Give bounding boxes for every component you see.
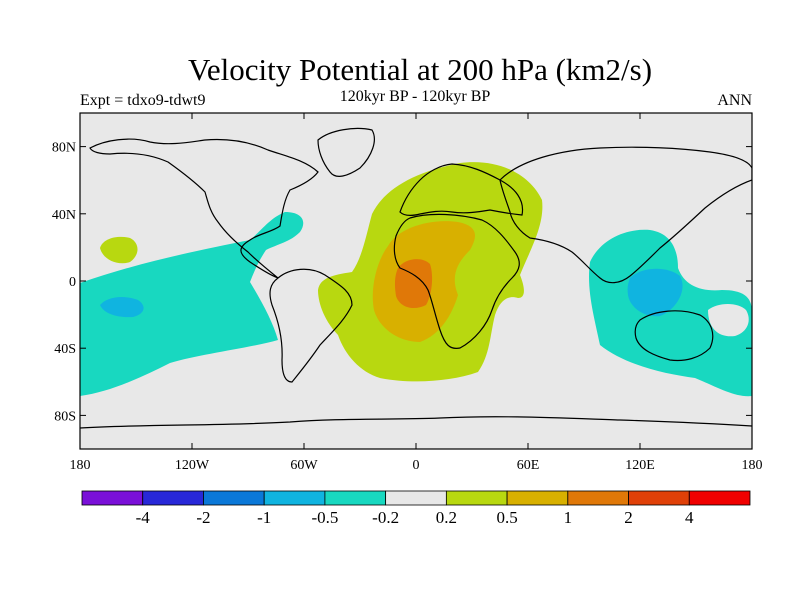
colorbar-label: 4	[685, 508, 694, 527]
contour-neutral-hole	[708, 304, 749, 337]
colorbar-swatch	[203, 490, 265, 506]
colorbar-swatch	[142, 490, 204, 506]
colorbar-label: -4	[136, 508, 151, 527]
coast-greenland	[317, 127, 375, 177]
lat-tick-label: 40N	[52, 208, 76, 223]
colorbar-swatch	[324, 490, 387, 506]
plot-title: Velocity Potential at 200 hPa (km2/s)	[187, 52, 653, 87]
lat-tick-label: 80N	[52, 141, 76, 156]
contour-negative-indopacific	[589, 229, 752, 397]
colorbar-label: -2	[196, 508, 210, 527]
coast-europe	[399, 163, 524, 216]
colorbar: -4 -2 -1 -0.5 -0.2 0.2 0.5 1 2 4	[81, 490, 751, 527]
axis-ticks: 80N 40N 0 40S 80S 180 120W 60W 0 60E 120E 180	[52, 113, 763, 473]
lon-tick-label: 0	[413, 458, 420, 473]
colorbar-swatch	[506, 490, 569, 506]
colorbar-swatch	[385, 490, 447, 506]
lon-tick-label: 180	[70, 458, 91, 473]
colorbar-label: 2	[624, 508, 633, 527]
contour-negative-pacific-core	[100, 297, 144, 318]
colorbar-label: 0.5	[496, 508, 517, 527]
colorbar-label: -1	[257, 508, 271, 527]
contour-positive-pacific	[100, 236, 138, 264]
lon-tick-label: 180	[742, 458, 763, 473]
colorbar-swatch	[688, 490, 751, 506]
coast-africa	[393, 213, 520, 350]
lon-tick-label: 120W	[175, 458, 210, 473]
lat-tick-label: 40S	[54, 342, 76, 357]
colorbar-swatch	[445, 490, 508, 506]
coast-antarctica	[80, 416, 752, 429]
lon-tick-label: 120E	[625, 458, 655, 473]
experiment-label: Expt = tdxo9-tdwt9	[80, 92, 206, 109]
contour-fields	[80, 162, 752, 397]
lat-tick-label: 0	[69, 275, 76, 290]
colorbar-label: -0.2	[372, 508, 399, 527]
colorbar-swatch	[567, 490, 629, 506]
contour-negative-indopacific-core	[627, 268, 683, 317]
lon-tick-label: 60E	[517, 458, 540, 473]
coastlines	[80, 127, 752, 429]
colorbar-swatch	[81, 490, 144, 506]
plot-subtitle: 120kyr BP - 120kyr BP	[339, 88, 491, 105]
colorbar-swatch	[628, 490, 690, 506]
coast-australia	[634, 310, 714, 362]
lon-tick-label: 60W	[290, 458, 318, 473]
contour-positive-max	[394, 259, 433, 308]
colorbar-label: 0.2	[436, 508, 457, 527]
colorbar-swatch	[263, 490, 326, 506]
lat-tick-label: 80S	[54, 409, 76, 424]
coast-south-america	[269, 268, 353, 383]
coast-asia	[499, 146, 752, 284]
colorbar-label: -0.5	[311, 508, 338, 527]
contour-negative-pacific	[80, 212, 304, 396]
coast-north-america	[89, 138, 319, 279]
colorbar-label: 1	[564, 508, 573, 527]
season-label: ANN	[717, 92, 752, 109]
